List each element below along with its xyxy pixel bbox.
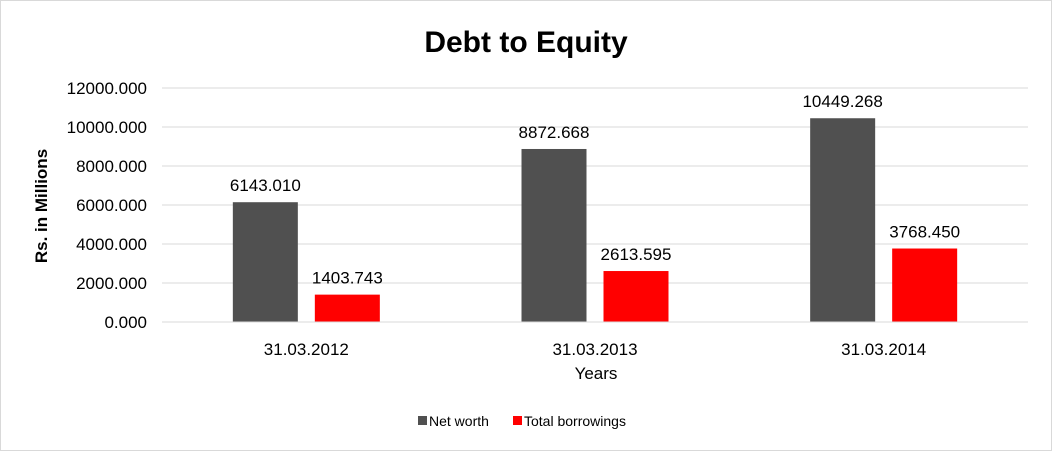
y-axis-tick-labels: 0.000 2000.000 4000.000 6000.000 8000.000 100… bbox=[67, 79, 147, 332]
data-label: 10449.268 bbox=[802, 92, 882, 111]
x-tick-label: 31.03.2013 bbox=[552, 340, 637, 359]
gridlines bbox=[162, 87, 1028, 284]
data-label: 8872.668 bbox=[519, 123, 590, 142]
legend: Net worth Total borrowings bbox=[418, 413, 626, 429]
y-tick-label: 12000.000 bbox=[67, 79, 147, 98]
y-axis-title: Rs. in Millions bbox=[32, 149, 51, 263]
chart-title: Debt to Equity bbox=[424, 26, 628, 59]
y-tick-label: 8000.000 bbox=[76, 157, 147, 176]
data-labels: 6143.010 1403.743 8872.668 2613.595 10449.26… bbox=[230, 92, 960, 287]
bar-total-borrowings bbox=[892, 248, 958, 322]
x-axis-title: Years bbox=[575, 364, 618, 383]
y-tick-label: 0.000 bbox=[104, 313, 147, 332]
data-label: 1403.743 bbox=[312, 269, 383, 288]
x-tick-label: 31.03.2012 bbox=[264, 340, 349, 359]
legend-swatch bbox=[418, 416, 427, 425]
data-label: 2613.595 bbox=[601, 245, 672, 264]
legend-label: Net worth bbox=[429, 413, 489, 429]
data-label: 3768.450 bbox=[889, 223, 960, 242]
legend-label: Total borrowings bbox=[524, 413, 626, 429]
bar-net-worth bbox=[232, 202, 298, 322]
bars bbox=[232, 118, 958, 322]
x-axis-tick-labels: 31.03.2012 31.03.2013 31.03.2014 bbox=[264, 340, 926, 359]
data-label: 6143.010 bbox=[230, 176, 301, 195]
y-tick-label: 6000.000 bbox=[76, 196, 147, 215]
y-tick-label: 2000.000 bbox=[76, 274, 147, 293]
bar-net-worth bbox=[521, 148, 587, 322]
legend-swatch bbox=[513, 416, 522, 425]
bar-total-borrowings bbox=[314, 294, 380, 322]
y-tick-label: 10000.000 bbox=[67, 118, 147, 137]
bar-net-worth bbox=[810, 118, 876, 322]
x-tick-label: 31.03.2014 bbox=[841, 340, 926, 359]
y-tick-label: 4000.000 bbox=[76, 235, 147, 254]
bar-total-borrowings bbox=[603, 271, 669, 322]
